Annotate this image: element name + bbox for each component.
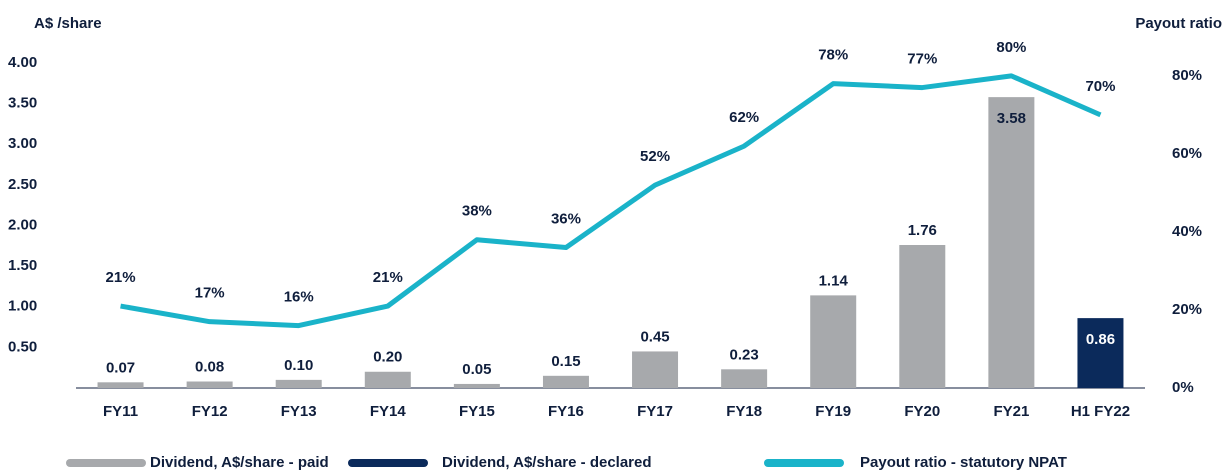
- x-tick-label: FY14: [370, 403, 407, 420]
- x-tick-label: FY20: [904, 403, 940, 420]
- bar: [632, 351, 679, 388]
- y-axis-title: A$ /share: [34, 15, 102, 32]
- y-tick-label: 3.50: [8, 95, 37, 112]
- bar: [542, 375, 589, 388]
- x-tick-label: FY17: [637, 403, 673, 420]
- bar: [453, 383, 500, 388]
- x-tick-label: FY12: [192, 403, 228, 420]
- x-tick-label: FY15: [459, 403, 495, 420]
- x-tick-label: FY13: [281, 403, 317, 420]
- bar-label: 0.86: [1086, 331, 1115, 348]
- bar: [186, 381, 233, 388]
- bar: [97, 382, 144, 388]
- y-tick-label: 3.00: [8, 135, 37, 152]
- legend-label: Dividend, A$/share - paid: [150, 454, 329, 471]
- line-label: 38%: [462, 203, 492, 220]
- line-label: 36%: [551, 211, 581, 228]
- y2-tick-label: 0%: [1172, 379, 1194, 396]
- bar: [364, 371, 411, 388]
- payout-line: [120, 73, 1102, 329]
- bar: [988, 97, 1035, 388]
- y2-axis-title: Payout ratio: [1135, 15, 1222, 32]
- x-tick-label: FY18: [726, 403, 762, 420]
- line-label: 52%: [640, 148, 670, 165]
- line-label: 16%: [284, 289, 314, 306]
- bar: [275, 379, 322, 388]
- bar: [810, 295, 857, 388]
- line-label: 70%: [1085, 78, 1115, 95]
- y2-tick-label: 60%: [1172, 145, 1202, 162]
- y-tick-label: 2.00: [8, 216, 37, 233]
- bar-label: 1.76: [908, 222, 937, 239]
- bar-label: 3.58: [997, 110, 1026, 127]
- y2-tick-label: 40%: [1172, 223, 1202, 240]
- bar-label: 0.45: [640, 328, 669, 345]
- y-tick-label: 2.50: [8, 176, 37, 193]
- bar-label: 0.23: [730, 346, 759, 363]
- x-tick-label: FY11: [103, 403, 138, 420]
- line-label: 21%: [106, 269, 136, 286]
- x-tick-label: H1 FY22: [1071, 403, 1130, 420]
- bar-label: 1.14: [819, 272, 849, 289]
- bar-label: 0.07: [106, 359, 135, 376]
- bar-label: 0.08: [195, 358, 224, 375]
- y-tick-label: 4.00: [8, 54, 37, 71]
- y-tick-label: 0.50: [8, 338, 37, 355]
- bar: [1077, 318, 1124, 388]
- x-tick-label: FY19: [815, 403, 851, 420]
- legend-label: Dividend, A$/share - declared: [442, 454, 652, 471]
- line-label: 62%: [729, 109, 759, 126]
- legend-label: Payout ratio - statutory NPAT: [860, 454, 1067, 471]
- y-tick-label: 1.00: [8, 298, 37, 315]
- x-tick-label: FY16: [548, 403, 584, 420]
- y2-tick-label: 20%: [1172, 301, 1202, 318]
- bar-label: 0.20: [373, 349, 402, 366]
- line-label: 77%: [907, 51, 937, 68]
- line-label: 78%: [818, 47, 848, 64]
- y-tick-label: 1.50: [8, 257, 37, 274]
- bar-label: 0.05: [462, 361, 491, 378]
- bar-label: 0.15: [551, 353, 580, 370]
- line-label: 80%: [996, 39, 1026, 56]
- bar-label: 0.10: [284, 357, 313, 374]
- line-label: 17%: [195, 285, 225, 302]
- y2-tick-label: 80%: [1172, 67, 1202, 84]
- bar: [899, 245, 946, 388]
- x-tick-label: FY21: [993, 403, 1029, 420]
- line-label: 21%: [373, 269, 403, 286]
- bar: [721, 369, 768, 388]
